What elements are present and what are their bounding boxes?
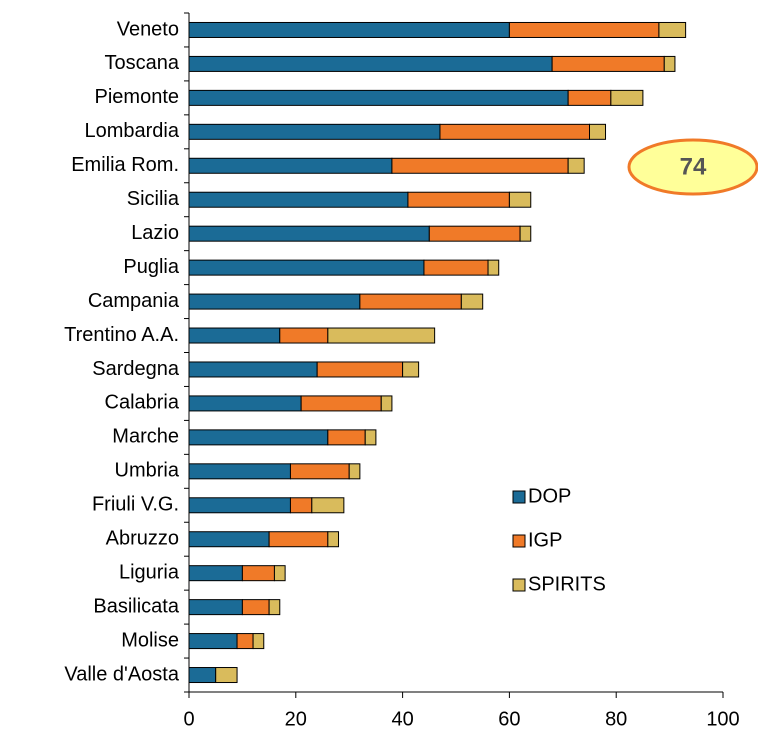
bar-segment bbox=[188, 259, 425, 276]
bar-segment bbox=[289, 497, 313, 514]
y-tick-label: Trentino A.A. bbox=[64, 324, 179, 346]
bar-segment bbox=[348, 463, 361, 480]
bar-segment bbox=[188, 395, 302, 412]
bar-segment bbox=[188, 531, 270, 548]
bar-segment bbox=[188, 21, 510, 38]
bar-segment bbox=[423, 259, 489, 276]
annotation-text: 74 bbox=[680, 153, 707, 180]
annotation-ellipse bbox=[627, 138, 758, 196]
y-tick-label: Lombardia bbox=[84, 120, 179, 142]
bar-segment bbox=[567, 157, 585, 174]
bar-segment bbox=[508, 191, 532, 208]
bar-segment bbox=[610, 89, 644, 106]
bar-segment bbox=[241, 565, 275, 582]
bar-segment bbox=[188, 327, 281, 344]
bar-segment bbox=[236, 633, 254, 650]
y-tick-label: Valle d'Aosta bbox=[64, 663, 180, 685]
bar-segment bbox=[300, 395, 382, 412]
bar-segment bbox=[279, 327, 329, 344]
y-tick-label: Molise bbox=[121, 629, 179, 651]
x-tick-label: 100 bbox=[706, 708, 739, 730]
x-tick-label: 80 bbox=[605, 708, 627, 730]
y-tick-label: Veneto bbox=[117, 18, 179, 40]
bar-segment bbox=[215, 667, 238, 684]
x-tick-label: 20 bbox=[285, 708, 307, 730]
bar-segment bbox=[188, 429, 329, 446]
bar-segment bbox=[268, 531, 329, 548]
bar-segment bbox=[188, 89, 569, 106]
y-tick-label: Emilia Rom. bbox=[71, 154, 179, 176]
bar-segment bbox=[188, 497, 291, 514]
bar-segment bbox=[487, 259, 500, 276]
bar-segment bbox=[658, 21, 687, 38]
bar-segment bbox=[663, 55, 676, 72]
bar-segment bbox=[589, 123, 607, 140]
y-tick-label: Calabria bbox=[105, 392, 180, 414]
bar-segment bbox=[188, 123, 441, 140]
y-tick-label: Sardegna bbox=[92, 358, 180, 380]
bar-segment bbox=[188, 157, 393, 174]
bar-segment bbox=[252, 633, 265, 650]
y-tick-label: Piemonte bbox=[95, 86, 180, 108]
y-tick-label: Friuli V.G. bbox=[92, 494, 179, 516]
legend-label: DOP bbox=[528, 485, 571, 507]
y-tick-label: Liguria bbox=[119, 561, 180, 583]
bar-segment bbox=[188, 599, 243, 616]
bar-segment bbox=[391, 157, 569, 174]
y-tick-label: Marche bbox=[112, 426, 179, 448]
bar-segment bbox=[519, 225, 532, 242]
y-tick-label: Campania bbox=[88, 290, 180, 312]
x-tick-label: 40 bbox=[391, 708, 413, 730]
x-tick-label: 0 bbox=[183, 708, 194, 730]
legend-swatch bbox=[512, 578, 526, 592]
y-tick-label: Basilicata bbox=[93, 595, 179, 617]
legend-swatch bbox=[512, 490, 526, 504]
bar-segment bbox=[359, 293, 462, 310]
bar-segment bbox=[289, 463, 350, 480]
bar-segment bbox=[316, 361, 404, 378]
bar-segment bbox=[241, 599, 270, 616]
bar-segment bbox=[364, 429, 377, 446]
bar-segment bbox=[188, 463, 291, 480]
y-tick-label: Sicilia bbox=[127, 188, 180, 210]
bar-segment bbox=[402, 361, 420, 378]
bar-segment bbox=[188, 667, 217, 684]
bar-segment bbox=[428, 225, 521, 242]
bar-segment bbox=[188, 361, 318, 378]
y-tick-label: Abruzzo bbox=[106, 528, 179, 550]
annotation: 74 bbox=[627, 138, 758, 196]
bar-segment bbox=[268, 599, 281, 616]
bar-segment bbox=[327, 429, 366, 446]
bar-segment bbox=[188, 293, 361, 310]
bar-segment bbox=[460, 293, 484, 310]
y-tick-label: Puglia bbox=[123, 256, 179, 278]
bar-segment bbox=[380, 395, 393, 412]
bar-segment bbox=[327, 531, 340, 548]
bar-segment bbox=[188, 633, 238, 650]
y-tick-label: Umbria bbox=[115, 460, 180, 482]
legend-label: IGP bbox=[528, 529, 562, 551]
bar-segment bbox=[508, 21, 660, 38]
bar-segment bbox=[273, 565, 286, 582]
x-tick-label: 60 bbox=[498, 708, 520, 730]
bar-segment bbox=[188, 565, 243, 582]
bar-segment bbox=[551, 55, 665, 72]
bar-segment bbox=[407, 191, 510, 208]
legend-swatch bbox=[512, 534, 526, 548]
bar-segment bbox=[567, 89, 612, 106]
bar-segment bbox=[188, 191, 409, 208]
bar-segment bbox=[439, 123, 591, 140]
y-tick-label: Toscana bbox=[105, 52, 180, 74]
bar-segment bbox=[311, 497, 345, 514]
legend-label: SPIRITS bbox=[528, 573, 606, 595]
bar-segment bbox=[327, 327, 436, 344]
bar-segment bbox=[188, 55, 553, 72]
bar-segment bbox=[188, 225, 430, 242]
y-tick-label: Lazio bbox=[131, 222, 179, 244]
